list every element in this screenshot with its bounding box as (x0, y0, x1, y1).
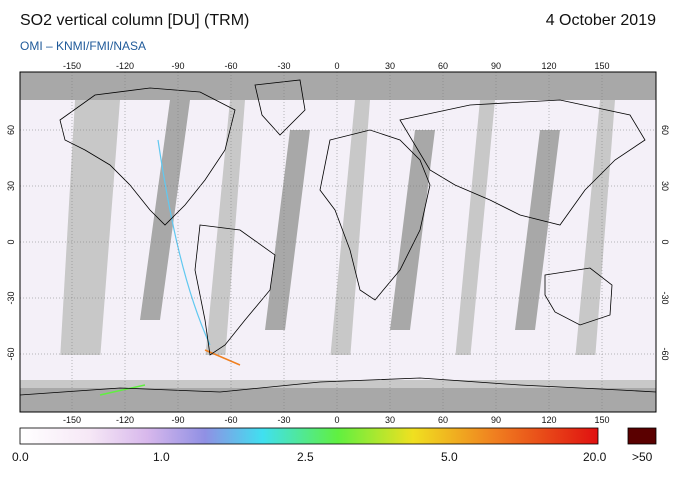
lon-tick: 30 (385, 61, 395, 71)
lat-ticks-left: 60 30 0 -30 -60 (6, 125, 16, 361)
lon-tick: 150 (594, 61, 609, 71)
lon-tick: -60 (224, 415, 237, 425)
lon-tick: 120 (541, 415, 556, 425)
map-frame (19, 71, 657, 413)
colorbar-over-label: >50 (632, 450, 653, 464)
colorbar-label: 20.0 (583, 450, 607, 464)
lat-tick: 30 (6, 181, 16, 191)
colorbar-label: 2.5 (297, 450, 314, 464)
lon-tick: 90 (491, 61, 501, 71)
lon-tick: -120 (116, 415, 134, 425)
colorbar (19, 427, 599, 445)
graticule (20, 72, 656, 412)
lon-tick: 150 (594, 415, 609, 425)
lon-tick: -120 (116, 61, 134, 71)
lon-tick: 60 (438, 61, 448, 71)
coastlines (20, 79, 656, 396)
lat-tick: 60 (6, 125, 16, 135)
lat-tick: 0 (6, 239, 16, 244)
lon-tick: 120 (541, 61, 556, 71)
lon-tick: -150 (63, 415, 81, 425)
lon-tick: 90 (491, 415, 501, 425)
colorbar-label: 0.0 (12, 450, 29, 464)
lat-tick: -30 (6, 291, 16, 304)
data-credit: OMI – KNMI/FMI/NASA (20, 39, 147, 53)
lon-tick: -90 (171, 415, 184, 425)
lon-ticks-top: -150 -120 -90 -60 -30 0 30 60 90 120 150 (63, 61, 610, 71)
map-date: 4 October 2019 (545, 12, 656, 29)
map-title: SO2 vertical column [DU] (TRM) (20, 12, 250, 29)
lat-tick: 0 (660, 239, 670, 244)
lon-tick: -90 (171, 61, 184, 71)
lon-ticks-bottom: -150 -120 -90 -60 -30 0 30 60 90 120 150 (63, 415, 610, 425)
lat-tick: -60 (660, 347, 670, 360)
lon-tick: 60 (438, 415, 448, 425)
lat-tick: 30 (660, 181, 670, 191)
lon-tick: -150 (63, 61, 81, 71)
lon-tick: 30 (385, 415, 395, 425)
lon-tick: -30 (277, 415, 290, 425)
lon-tick: 0 (334, 415, 339, 425)
lat-tick: 60 (660, 125, 670, 135)
lon-tick: 0 (334, 61, 339, 71)
lat-ticks-right: 60 30 0 -30 -60 (660, 125, 670, 361)
colorbar-label: 5.0 (441, 450, 458, 464)
lon-tick: -30 (277, 61, 290, 71)
colorbar-over-swatch (627, 427, 657, 445)
lat-tick: -60 (6, 347, 16, 360)
lat-tick: -30 (660, 291, 670, 304)
lon-tick: -60 (224, 61, 237, 71)
colorbar-label: 1.0 (153, 450, 170, 464)
